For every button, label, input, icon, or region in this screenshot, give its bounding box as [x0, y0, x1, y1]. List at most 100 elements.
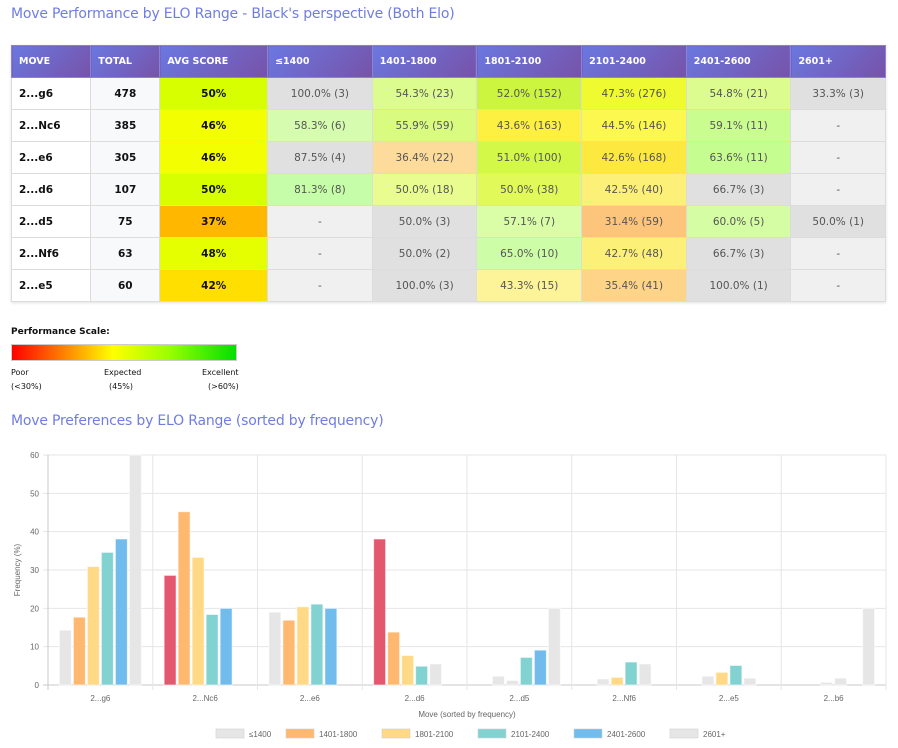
elo-score-cell: 42.7% (48)	[581, 237, 687, 270]
y-tick-label: 0	[35, 681, 40, 690]
bar[interactable]	[415, 665, 429, 686]
legend-label[interactable]: 2101-2400	[511, 730, 550, 739]
legend-label[interactable]: ≤1400	[249, 730, 272, 739]
legend-label[interactable]: 2601+	[703, 730, 726, 739]
bar[interactable]	[519, 656, 533, 686]
bar[interactable]	[862, 607, 876, 686]
bar[interactable]	[296, 606, 310, 686]
bar[interactable]	[596, 678, 610, 686]
legend-swatch[interactable]	[285, 728, 315, 739]
avg-score-cell: 46%	[159, 141, 269, 174]
bar[interactable]	[219, 607, 233, 686]
avg-score-cell: 48%	[159, 237, 269, 270]
y-tick-label: 30	[30, 566, 39, 575]
elo-score-cell: -	[790, 141, 886, 174]
legend-swatch[interactable]	[381, 728, 411, 739]
bar[interactable]	[268, 611, 282, 686]
move-preferences-chart: 0 10 20 30 40 50 60 2...g6 2...Nc6 2...e6 2...d6 2.…	[13, 451, 887, 739]
bar[interactable]	[86, 566, 100, 686]
elo-score-cell: 57.1% (7)	[476, 205, 583, 238]
header-elo-1801-2100[interactable]: 1801-2100	[476, 45, 583, 78]
avg-score-cell: 37%	[159, 205, 269, 238]
x-tick-label: 2...Nc6	[192, 694, 218, 703]
bar[interactable]	[401, 654, 415, 686]
x-axis-title: Move (sorted by frequency)	[418, 710, 516, 719]
header-avg-score[interactable]: AVG SCORE	[159, 45, 269, 78]
bar[interactable]	[701, 675, 715, 686]
bar[interactable]	[191, 556, 205, 686]
total-cell: 60	[90, 269, 161, 302]
elo-score-cell: -	[790, 237, 886, 270]
x-tick-label: 2...d6	[405, 694, 426, 703]
bar[interactable]	[72, 616, 86, 686]
move-cell: 2...e6	[10, 141, 92, 174]
elo-score-cell: 43.3% (15)	[476, 269, 583, 302]
bar[interactable]	[310, 603, 324, 686]
elo-score-cell: 42.6% (168)	[581, 141, 687, 174]
bar[interactable]	[387, 631, 401, 686]
bar[interactable]	[533, 649, 547, 686]
bar[interactable]	[715, 671, 729, 686]
table-row: 2...e5 60 42% -100.0% (3) 43.3% (15) 35.4% (4…	[10, 269, 886, 302]
move-cell: 2...d6	[10, 173, 92, 206]
scale-poor-label: Poor	[11, 368, 29, 377]
bar[interactable]	[505, 679, 519, 686]
legend-swatch[interactable]	[669, 728, 699, 739]
bar[interactable]	[624, 661, 638, 686]
y-axis-title: Frequency (%)	[13, 543, 22, 596]
legend-label[interactable]: 1801-2100	[415, 730, 454, 739]
bar[interactable]	[491, 675, 505, 686]
elo-score-cell: 50.0% (3)	[371, 205, 478, 238]
y-tick-label: 20	[30, 604, 39, 613]
scale-poor-sub: (<30%)	[11, 382, 42, 391]
table-row: 2...Nf6 63 48% -50.0% (2) 65.0% (10) 42.7% (4…	[10, 237, 886, 270]
legend-swatch[interactable]	[477, 728, 507, 739]
legend-label[interactable]: 2401-2600	[607, 730, 646, 739]
bar[interactable]	[834, 677, 848, 686]
avg-score-cell: 50%	[159, 173, 269, 206]
performance-scale-gradient	[11, 344, 237, 361]
bar[interactable]	[128, 454, 142, 686]
bar[interactable]	[324, 607, 338, 686]
move-cell: 2...Nf6	[10, 237, 92, 270]
performance-scale-title: Performance Scale:	[11, 327, 110, 337]
elo-score-cell: 42.5% (40)	[581, 173, 687, 206]
bar[interactable]	[163, 574, 177, 686]
move-cell: 2...g6	[10, 77, 92, 110]
bar[interactable]	[58, 629, 72, 686]
elo-score-cell: 50.0% (18)	[371, 173, 478, 206]
bar[interactable]	[638, 663, 652, 686]
bar[interactable]	[743, 677, 757, 686]
bar[interactable]	[820, 681, 834, 686]
bar[interactable]	[205, 613, 219, 686]
avg-score-cell: 50%	[159, 77, 269, 110]
table-header-row: MOVE TOTAL AVG SCORE ≤1400 1401-1800 180…	[10, 45, 886, 78]
header-elo-1401-1800[interactable]: 1401-1800	[371, 45, 478, 78]
total-cell: 75	[90, 205, 161, 238]
header-elo-2101-2400[interactable]: 2101-2400	[581, 45, 687, 78]
avg-score-cell: 46%	[159, 109, 269, 142]
bar[interactable]	[177, 511, 191, 686]
header-move[interactable]: MOVE	[10, 45, 92, 78]
elo-score-cell: 50.0% (1)	[790, 205, 886, 238]
legend-swatch[interactable]	[215, 728, 245, 739]
elo-score-cell: -	[267, 269, 373, 302]
header-elo-2601-plus[interactable]: 2601+	[790, 45, 886, 78]
bar[interactable]	[610, 676, 624, 686]
bar[interactable]	[100, 551, 114, 686]
bar[interactable]	[547, 607, 561, 686]
bar[interactable]	[282, 619, 296, 686]
bar[interactable]	[114, 538, 128, 686]
bar[interactable]	[373, 538, 387, 686]
legend-swatch[interactable]	[573, 728, 603, 739]
x-tick-label: 2...Nf6	[612, 694, 636, 703]
bar[interactable]	[429, 663, 443, 686]
elo-score-cell: 54.3% (23)	[371, 77, 478, 110]
header-elo-2401-2600[interactable]: 2401-2600	[685, 45, 792, 78]
header-total[interactable]: TOTAL	[90, 45, 161, 78]
elo-score-cell: 50.0% (2)	[371, 237, 478, 270]
bar[interactable]	[729, 664, 743, 686]
legend-label[interactable]: 1401-1800	[319, 730, 358, 739]
header-elo-1400[interactable]: ≤1400	[267, 45, 373, 78]
x-tick-label: 2...b6	[824, 694, 845, 703]
